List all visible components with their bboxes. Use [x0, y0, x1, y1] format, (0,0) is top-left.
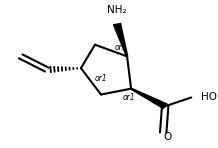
Text: NH₂: NH₂: [107, 5, 127, 15]
Text: or1: or1: [123, 93, 136, 102]
Text: or1: or1: [95, 74, 108, 83]
Text: O: O: [163, 132, 171, 142]
Polygon shape: [114, 24, 128, 57]
Text: HO: HO: [201, 92, 217, 102]
Text: or1: or1: [115, 43, 128, 52]
Polygon shape: [131, 88, 167, 108]
